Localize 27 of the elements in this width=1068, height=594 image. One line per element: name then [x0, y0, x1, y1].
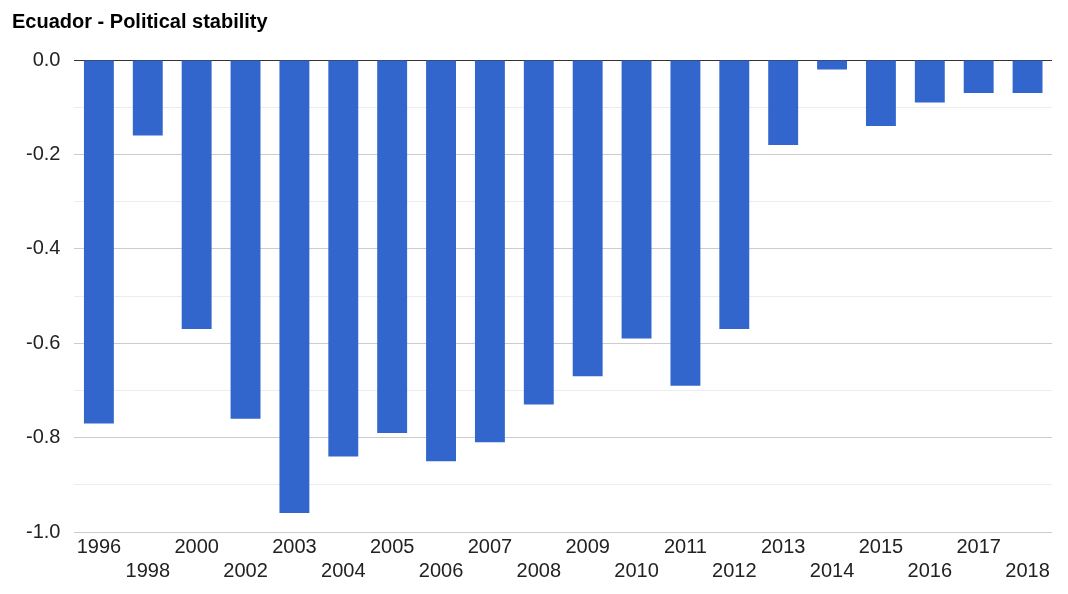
y-tick-label: -0.2	[25, 141, 61, 164]
y-tick-label: -1.0	[25, 519, 61, 542]
x-tick-label: 2002	[223, 558, 268, 581]
x-tick-label: 1996	[76, 534, 122, 557]
y-tick-label: -0.4	[25, 236, 61, 259]
x-tick-label: 2006	[418, 558, 464, 581]
x-tick-label: 2004	[321, 558, 366, 581]
x-tick-label: 2011	[663, 534, 707, 557]
y-tick-label: 0.0	[32, 47, 61, 70]
x-tick-label: 2003	[272, 534, 317, 557]
x-tick-label: 2012	[712, 558, 757, 581]
x-tick-label: 1998	[125, 558, 171, 581]
x-tick-label: 2015	[858, 534, 904, 557]
x-tick-label: 2014	[809, 558, 855, 581]
x-tick-label: 2016	[907, 558, 953, 581]
x-tick-label: 2007	[467, 534, 513, 557]
y-tick-label: -0.6	[25, 330, 61, 353]
x-tick-label: 2005	[369, 534, 415, 557]
x-tick-label: 2013	[760, 534, 806, 557]
y-tick-label: -0.8	[25, 425, 61, 448]
x-tick-label: 2008	[516, 558, 562, 581]
x-tick-label: 2010	[614, 558, 659, 581]
x-tick-label: 2017	[956, 534, 1001, 557]
x-tick-label: 2000	[174, 534, 219, 557]
x-tick-label: 2018	[1005, 558, 1050, 581]
x-tick-label: 2009	[565, 534, 610, 557]
chart-title: Ecuador - Political stability	[12, 9, 269, 32]
